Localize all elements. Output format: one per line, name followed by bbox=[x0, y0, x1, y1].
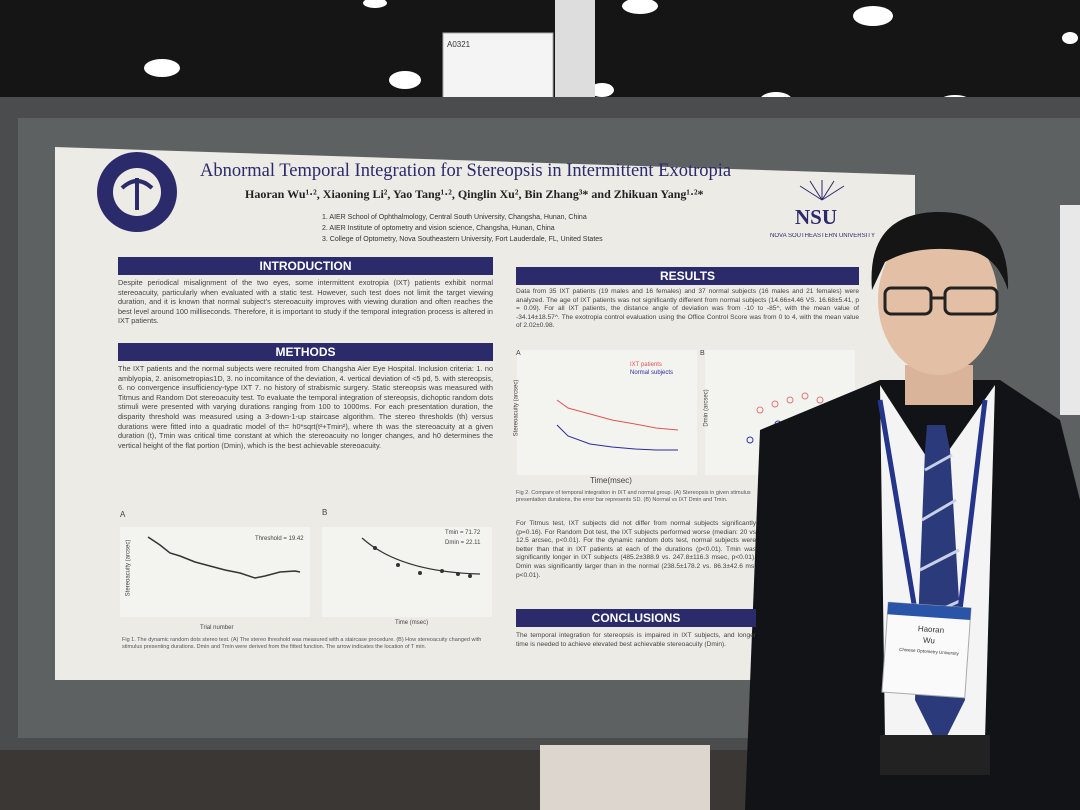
affiliation: 1. AIER School of Ophthalmology, Central… bbox=[322, 214, 587, 221]
figure-annotation: Threshold = 19.42 bbox=[255, 536, 304, 542]
lanyard bbox=[877, 399, 988, 611]
axis-label: Time (msec) bbox=[395, 620, 429, 626]
section-heading: CONCLUSIONS bbox=[516, 609, 756, 627]
glasses bbox=[883, 286, 933, 316]
affiliation: 2. AIER Institute of optometry and visio… bbox=[322, 225, 555, 232]
poster-title: Abnormal Temporal Integration for Stereo… bbox=[200, 161, 732, 181]
results-text: For Titmus test, IXT subjects did not di… bbox=[516, 520, 756, 579]
affiliation: 3. College of Optometry, Nova Southeaste… bbox=[322, 236, 603, 243]
neighbor-poster bbox=[1060, 205, 1080, 415]
legend-entry: IXT patients bbox=[630, 362, 662, 368]
figure-label: A bbox=[516, 350, 521, 357]
figure-annotation: Dmin = 22.11 bbox=[445, 540, 481, 546]
axis-label: Stereoacuity (arcsec) bbox=[125, 539, 132, 597]
poster-authors: Haoran Wu¹·², Xiaoning Li², Yao Tang¹·²,… bbox=[245, 187, 704, 201]
results-text: Data from 35 IXT patients (19 males and … bbox=[516, 288, 859, 330]
face bbox=[878, 225, 998, 375]
affiliations: 1. AIER School of Ophthalmology, Central… bbox=[322, 212, 742, 245]
nsu-logo: NSU bbox=[795, 205, 838, 229]
floor-light bbox=[540, 745, 710, 810]
hair bbox=[871, 211, 1009, 290]
figure-label: A bbox=[120, 510, 126, 519]
figure-annotation: Tmin = 71.72 bbox=[445, 530, 481, 536]
figure-label: B bbox=[700, 350, 705, 357]
section-heading: INTRODUCTION bbox=[118, 257, 493, 275]
pillar bbox=[555, 0, 595, 110]
axis-label: Trial number bbox=[200, 625, 234, 631]
figure-2a bbox=[517, 350, 697, 475]
figure-1b bbox=[322, 527, 492, 617]
axis-label: Dmin (arcsec) bbox=[703, 389, 710, 427]
section-heading: METHODS bbox=[118, 343, 493, 361]
methods-text: The IXT patients and the normal subjects… bbox=[118, 364, 493, 450]
figure-caption: Fig 1. The dynamic random dots stereo te… bbox=[122, 637, 482, 650]
nsu-sunburst bbox=[799, 180, 845, 201]
legend-entry: Normal subjects bbox=[630, 370, 674, 376]
nsu-logo-subtitle: NOVA SOUTHEASTERN UNIVERSITY bbox=[770, 233, 875, 239]
sign-board bbox=[442, 32, 554, 106]
figure-label: B bbox=[322, 508, 328, 517]
axis-label: Time(msec) bbox=[590, 476, 632, 485]
section-heading: RESULTS bbox=[516, 267, 859, 285]
axis-label: Stereoacuity (arcsec) bbox=[513, 379, 520, 437]
figure-caption: Fig 2. Compare of temporal integration i… bbox=[516, 490, 751, 503]
sign-code: A0321 bbox=[447, 40, 471, 49]
conclusions-text: The temporal integration for stereopsis … bbox=[516, 632, 756, 648]
introduction-text: Despite periodical misalignment of the t… bbox=[118, 278, 493, 326]
belt bbox=[880, 735, 990, 775]
